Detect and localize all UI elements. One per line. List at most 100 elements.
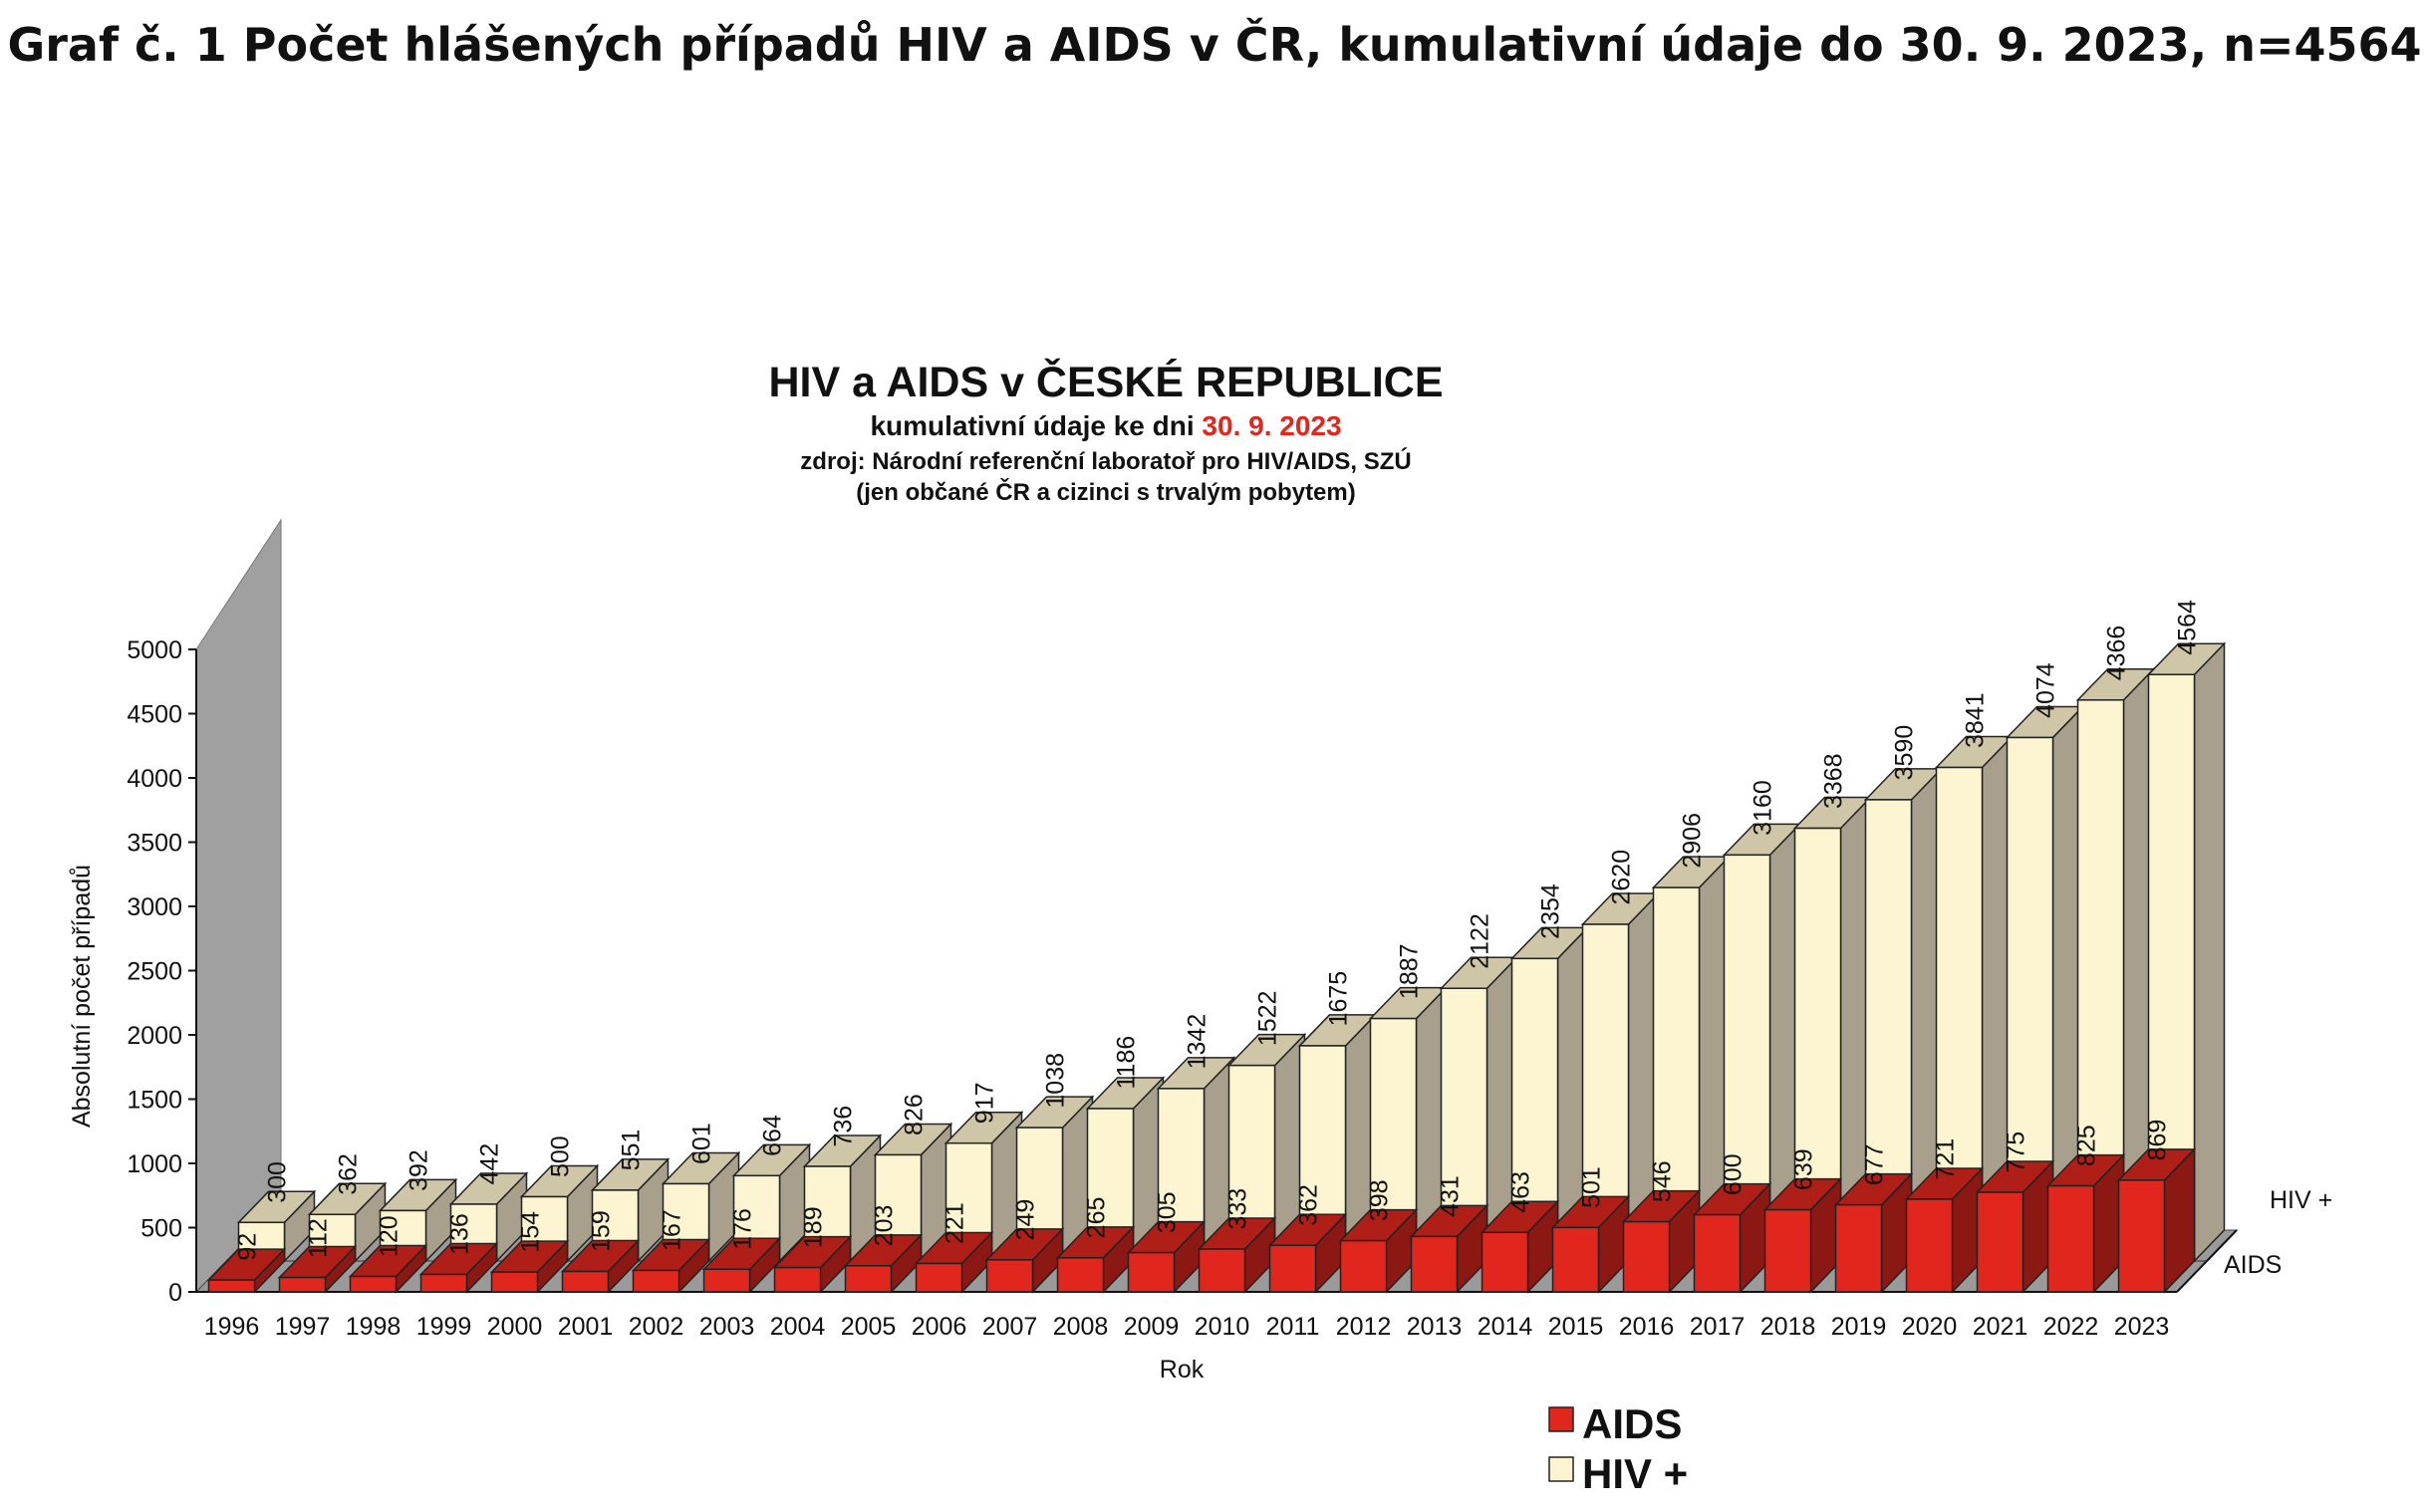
x-tick-label: 2019 (1831, 1313, 1887, 1341)
aids-value-label: 176 (729, 1208, 757, 1250)
subtitle-prefix: kumulativní údaje ke dni (870, 410, 1202, 441)
hiv-value-label: 736 (830, 1106, 858, 1147)
aids-value-label: 775 (2003, 1132, 2030, 1173)
aids-value-label: 159 (588, 1210, 616, 1252)
y-tick-label: 4000 (127, 765, 182, 793)
aids-bar: 825 (2045, 1125, 2126, 1294)
y-tick-label: 3500 (127, 830, 182, 858)
chart-title: HIV a AIDS v ČESKÉ REPUBLICE (769, 358, 1444, 406)
y-tick-label: 500 (140, 1215, 182, 1243)
aids-bar-front (1268, 1244, 1317, 1293)
x-tick-label: 2005 (841, 1313, 897, 1341)
aids-bar-front (915, 1262, 963, 1293)
aids-bar-front (278, 1276, 327, 1293)
hiv-bar: 392 (378, 1149, 458, 1263)
hiv-value-label: 392 (405, 1149, 433, 1191)
x-tick-label: 2011 (1266, 1313, 1320, 1341)
aids-bar: 546 (1621, 1160, 1702, 1294)
aids-value-label: 463 (1507, 1171, 1535, 1213)
aids-value-label: 825 (2073, 1125, 2101, 1166)
aids-bar: 136 (418, 1213, 499, 1294)
hiv-value-label: 2620 (1608, 850, 1636, 905)
aids-bar: 221 (914, 1202, 994, 1294)
hiv-value-label: 362 (335, 1153, 363, 1195)
x-tick-label: 2017 (1690, 1313, 1746, 1341)
chart-note: (jen občané ČR a cizinci s trvalým pobyt… (856, 478, 1355, 506)
x-tick-label: 2007 (982, 1313, 1038, 1341)
hiv-value-label: 664 (759, 1115, 787, 1156)
aids-bar: 154 (489, 1211, 570, 1294)
aids-bar: 203 (843, 1205, 924, 1294)
aids-value-label: 677 (1861, 1143, 1889, 1185)
hiv-value-label: 3160 (1750, 780, 1777, 836)
aids-value-label: 221 (942, 1202, 969, 1244)
hiv-value-label: 1038 (1042, 1053, 1070, 1109)
aids-value-label: 167 (659, 1209, 686, 1251)
aids-bar-front (1834, 1203, 1883, 1293)
aids-bar: 775 (1975, 1132, 2055, 1294)
aids-bar-front (1410, 1235, 1459, 1293)
depth-label-hiv: HIV + (2270, 1186, 2332, 1214)
page-title: Graf č. 1 Počet hlášených případů HIV a … (7, 18, 2422, 72)
aids-value-label: 189 (800, 1206, 828, 1248)
y-tick-label: 3000 (127, 893, 182, 921)
x-tick-label: 1997 (275, 1313, 331, 1341)
hiv-value-label: 3841 (1962, 692, 1990, 748)
hiv-value-label: 2354 (1537, 883, 1565, 939)
aids-bar: 362 (1267, 1184, 1348, 1294)
legend: AIDS HIV + (1548, 1400, 1688, 1497)
x-tick-label: 1998 (346, 1313, 402, 1341)
hiv-value-label: 551 (618, 1130, 646, 1171)
x-tick-label: 2023 (2114, 1313, 2170, 1341)
aids-bar-front (1976, 1191, 2024, 1293)
legend-swatch-hiv (1548, 1456, 1574, 1482)
aids-value-label: 546 (1649, 1160, 1677, 1202)
y-tick-label: 5000 (127, 636, 182, 664)
hiv-bar: 826 (873, 1094, 953, 1263)
hiv-value-label: 4564 (2174, 600, 2202, 655)
hiv-value-label: 500 (547, 1135, 575, 1177)
y-tick-label: 1000 (127, 1150, 182, 1178)
x-tick-label: 2001 (558, 1313, 614, 1341)
x-tick-label: 2016 (1619, 1313, 1675, 1341)
hiv-value-label: 917 (971, 1082, 999, 1124)
aids-bar: 249 (984, 1199, 1065, 1294)
aids-bar: 600 (1692, 1153, 1772, 1294)
aids-bar: 677 (1833, 1143, 1914, 1294)
x-tick-label: 2002 (629, 1313, 684, 1341)
y-tick-label: 2500 (127, 958, 182, 986)
aids-value-label: 92 (234, 1233, 262, 1261)
aids-value-label: 869 (2144, 1120, 2172, 1161)
hiv-bars: 300 362 392 442 500 551 601 664 736 826 917 1038 118… (236, 600, 2227, 1263)
x-axis: 1996 1997 1998 1999 2000 2001 2002 2003 2004 2005… (204, 1313, 2170, 1341)
aids-bar: 159 (560, 1210, 641, 1294)
x-tick-label: 2020 (1902, 1313, 1958, 1341)
depth-label-aids: AIDS (2224, 1251, 2282, 1279)
aids-bar: 112 (277, 1218, 358, 1294)
x-tick-label: 2008 (1053, 1313, 1109, 1341)
aids-value-label: 398 (1366, 1179, 1394, 1221)
aids-bar: 305 (1126, 1191, 1207, 1294)
y-axis-label: Absolutní počet případů (68, 865, 96, 1128)
aids-bar-front (2046, 1184, 2095, 1293)
aids-bar: 120 (348, 1215, 428, 1294)
y-axis: 0 500 1000 1500 2000 2500 3000 3500 4000 4500 5000 (127, 636, 197, 1307)
hiv-value-label: 1675 (1325, 971, 1353, 1027)
aids-value-label: 362 (1295, 1184, 1323, 1226)
hiv-bar: 362 (307, 1153, 388, 1263)
aids-bar-front (632, 1269, 680, 1293)
x-tick-label: 2014 (1478, 1313, 1533, 1341)
aids-bar-front (1693, 1213, 1742, 1293)
hiv-value-label: 2122 (1467, 913, 1494, 969)
aids-value-label: 136 (446, 1213, 474, 1255)
aids-bar: 333 (1197, 1188, 1277, 1294)
aids-bar-front (702, 1268, 751, 1293)
hiv-value-label: 300 (264, 1161, 292, 1203)
aids-bar-front (1551, 1226, 1600, 1293)
aids-bar-front (1198, 1248, 1246, 1293)
aids-bar-front (2117, 1179, 2166, 1293)
x-tick-label: 2010 (1195, 1313, 1250, 1341)
aids-bar-front (985, 1259, 1034, 1293)
hiv-value-label: 601 (688, 1123, 716, 1164)
aids-value-label: 600 (1720, 1153, 1748, 1195)
